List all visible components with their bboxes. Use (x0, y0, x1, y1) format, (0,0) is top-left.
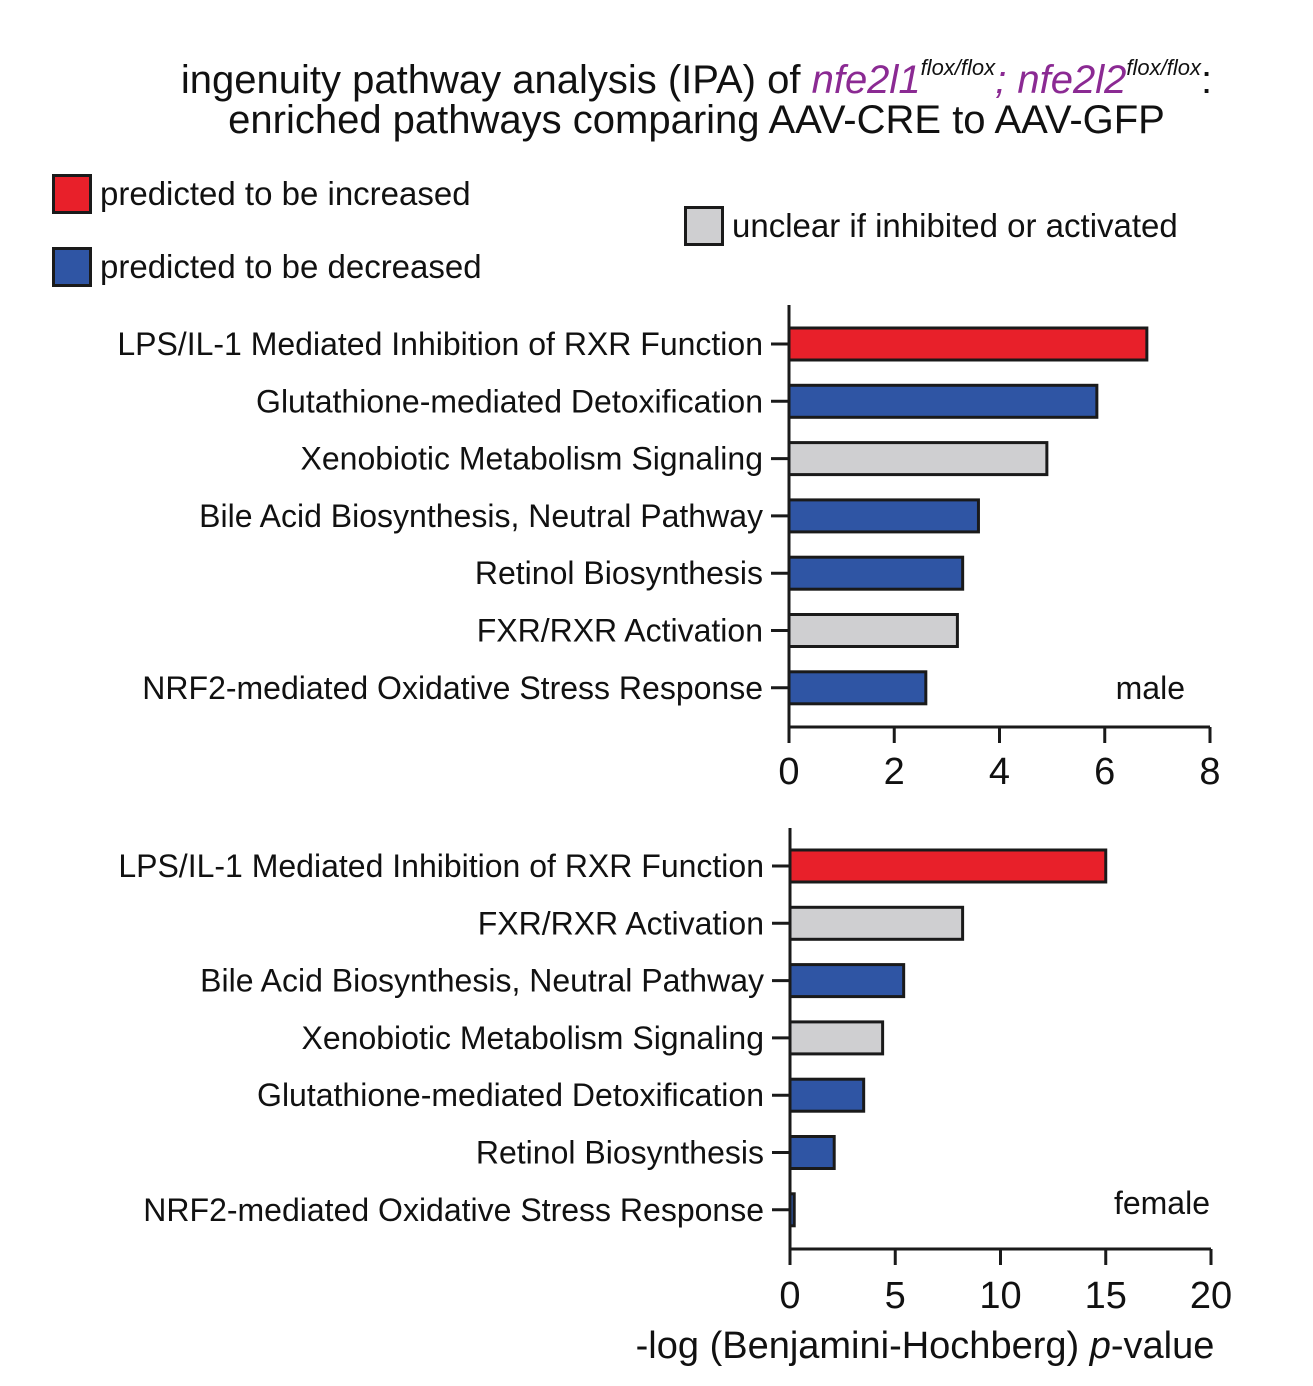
legend-label-increased: predicted to be increased (100, 175, 471, 212)
panel1-panel-label: male (1116, 670, 1185, 706)
panel1-x-tick-label-2: 2 (884, 751, 905, 793)
panel2-bar-4 (788, 1020, 885, 1056)
legend-item-increased: predicted to be increased (52, 174, 471, 214)
panel1-category-label-1: LPS/IL-1 Mediated Inhibition of RXR Func… (117, 326, 763, 362)
legend-swatch-unclear (684, 206, 724, 246)
legend-swatch-decreased (52, 247, 92, 287)
panel1-bar-3 (787, 441, 1049, 477)
panel2-bar-2 (788, 905, 965, 941)
panel2-category-label-6: Retinol Biosynthesis (476, 1135, 764, 1171)
panel1-x-tick-label-3: 4 (989, 751, 1010, 793)
panel1-x-tick-label-1: 0 (778, 751, 799, 793)
panel2-bar-5 (788, 1077, 866, 1113)
panel2-category-label-7: NRF2-mediated Oxidative Stress Response (143, 1192, 764, 1228)
panel2-x-tick-label-4: 15 (1085, 1275, 1127, 1317)
panel1-bar-1 (787, 326, 1149, 362)
panel2-category-label-3: Bile Acid Biosynthesis, Neutral Pathway (200, 963, 764, 999)
panel1-bar-7 (787, 670, 928, 706)
panel1-category-label-2: Glutathione-mediated Detoxification (256, 383, 763, 419)
panel2-panel-label: female (1114, 1185, 1210, 1221)
panel2-x-tick-label-2: 5 (885, 1275, 906, 1317)
legend-label-decreased: predicted to be decreased (100, 248, 482, 285)
panel2-x-tick-label-3: 10 (979, 1275, 1021, 1317)
panel1-category-label-5: Retinol Biosynthesis (475, 555, 763, 591)
panel1-bar-4 (787, 498, 980, 534)
panel2-x-tick-label-1: 0 (779, 1275, 800, 1317)
gene-superscript-2: flox/flox (1126, 55, 1201, 80)
legend-swatch-increased (52, 174, 92, 214)
panel2-bar-3 (788, 963, 906, 999)
chart-title-line2: enriched pathways comparing AAV-CRE to A… (228, 98, 1165, 142)
panel1-category-label-3: Xenobiotic Metabolism Signaling (301, 441, 763, 477)
panel2-category-label-1: LPS/IL-1 Mediated Inhibition of RXR Func… (118, 848, 764, 884)
panel1-category-label-7: NRF2-mediated Oxidative Stress Response (142, 670, 763, 706)
panel1-category-label-6: FXR/RXR Activation (477, 613, 763, 649)
gene-name-1: nfe2l1 (811, 58, 921, 102)
panel2-bar-6 (788, 1135, 836, 1170)
panel2-category-label-2: FXR/RXR Activation (478, 905, 764, 941)
legend-item-unclear: unclear if inhibited or activated (684, 206, 1178, 246)
panel1-category-label-4: Bile Acid Biosynthesis, Neutral Pathway (199, 498, 763, 534)
x-axis-title: -log (Benjamini-Hochberg) p-value (636, 1325, 1215, 1367)
panel1-x-tick-label-5: 8 (1199, 751, 1220, 793)
panel2-category-label-5: Glutathione-mediated Detoxification (257, 1077, 764, 1113)
gene-superscript-1: flox/flox (920, 55, 996, 80)
panel1-bar-5 (787, 555, 965, 591)
panel1-bar-2 (787, 383, 1099, 419)
panel2-category-label-4: Xenobiotic Metabolism Signaling (302, 1020, 764, 1056)
gene-name-2: nfe2l2 (1017, 58, 1127, 102)
chart-title-line1: ingenuity pathway analysis (IPA) of nfe2… (180, 55, 1213, 102)
legend-label-unclear: unclear if inhibited or activated (732, 207, 1178, 244)
panel2-x-tick-label-5: 20 (1190, 1275, 1232, 1317)
panel1-bar-6 (787, 613, 959, 648)
panel1-x-tick-label-4: 6 (1094, 751, 1115, 793)
panel2-bar-1 (788, 848, 1108, 884)
legend-item-decreased: predicted to be decreased (52, 247, 482, 287)
